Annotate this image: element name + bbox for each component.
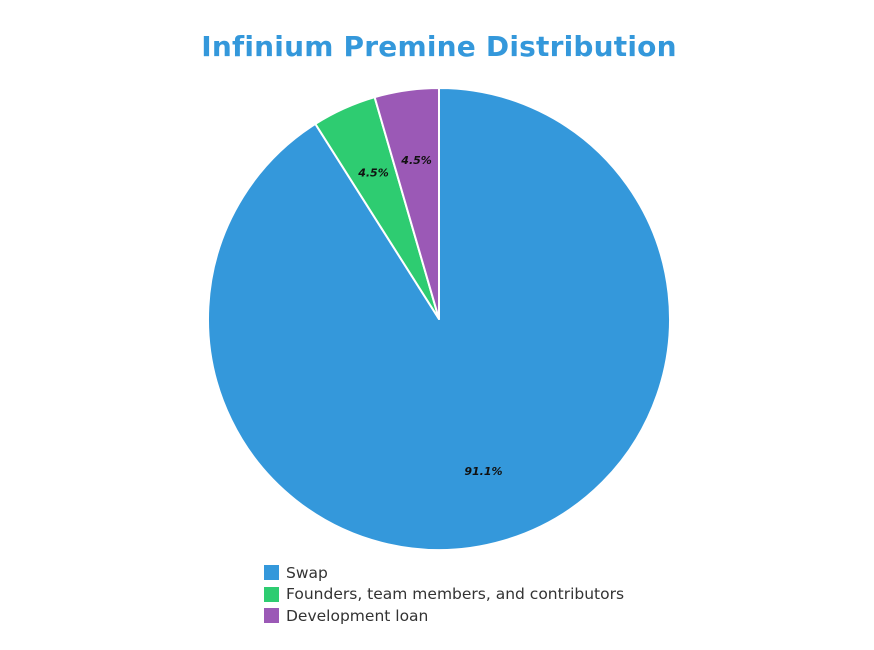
chart-legend: Swap Founders, team members, and contribu… xyxy=(264,562,624,627)
legend-item-0[interactable]: Swap xyxy=(264,562,624,584)
legend-label: Development loan xyxy=(286,606,429,625)
legend-item-2[interactable]: Development loan xyxy=(264,605,624,627)
chart-title: Infinium Premine Distribution xyxy=(201,30,677,63)
pie-slice-2[interactable] xyxy=(373,87,440,320)
pie-slice-labels: 91.1% 4.5% 4.5% xyxy=(357,154,502,478)
legend-swatch xyxy=(264,586,279,602)
slice-value-label-2: 4.5% xyxy=(400,154,432,167)
legend-label: Founders, team members, and contributors xyxy=(286,585,625,604)
pie-slices xyxy=(207,87,671,551)
legend-swatch xyxy=(264,565,279,581)
legend-label: Swap xyxy=(286,563,328,582)
slice-value-label-0: 91.1% xyxy=(464,465,502,478)
slice-value-label-1: 4.5% xyxy=(357,167,389,180)
legend-swatch xyxy=(264,608,279,624)
legend-item-1[interactable]: Founders, team members, and contributors xyxy=(264,584,624,606)
